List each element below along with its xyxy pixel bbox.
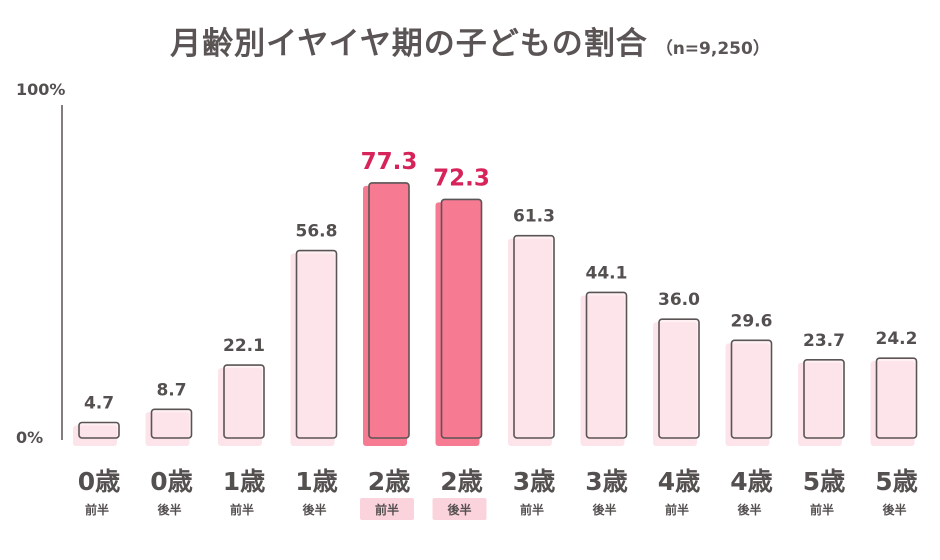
chart-title-text: 月齢別イヤイヤ期の子どもの割合 — [170, 26, 648, 62]
age-label-4: 2歳 — [368, 467, 410, 496]
age-label-8: 4歳 — [658, 467, 700, 496]
value-label-4: 77.3 — [361, 149, 418, 175]
bar-8 — [658, 318, 700, 439]
value-label-5: 72.3 — [433, 165, 490, 191]
value-label-6: 61.3 — [513, 207, 555, 227]
value-label-0: 4.7 — [84, 393, 114, 413]
value-label-8: 36.0 — [658, 290, 700, 310]
y-tick-label-bottom: 0% — [16, 428, 43, 447]
half-label-2: 前半 — [230, 502, 254, 517]
age-label-9: 4歳 — [730, 467, 772, 496]
age-label-0: 0歳 — [78, 467, 120, 496]
age-label-6: 3歳 — [513, 467, 555, 496]
half-label-5: 後半 — [447, 502, 471, 517]
half-label-8: 前半 — [665, 502, 689, 517]
bar-0 — [78, 421, 120, 439]
sample-size-label: （n=9,250） — [655, 39, 770, 59]
bar-11 — [875, 357, 918, 439]
age-label-2: 1歳 — [223, 467, 265, 496]
bar-9 — [730, 339, 773, 439]
bar-1 — [150, 408, 193, 439]
y-tick-label-top: 100% — [16, 80, 65, 99]
half-label-10: 前半 — [810, 502, 834, 517]
value-label-3: 56.8 — [296, 222, 338, 242]
value-label-1: 8.7 — [156, 380, 186, 400]
half-tag-bg-4 — [360, 498, 414, 520]
half-label-11: 後半 — [882, 502, 906, 517]
value-label-7: 44.1 — [586, 263, 628, 283]
value-label-11: 24.2 — [876, 329, 918, 349]
age-label-10: 5歳 — [803, 467, 845, 496]
half-label-6: 前半 — [520, 502, 544, 517]
bar-3 — [295, 249, 338, 439]
bar-5 — [440, 198, 483, 439]
age-label-3: 1歳 — [295, 467, 337, 496]
half-label-9: 後半 — [737, 502, 761, 517]
value-label-2: 22.1 — [223, 336, 265, 356]
bar-7 — [585, 291, 628, 439]
bar-6 — [513, 234, 555, 439]
age-label-11: 5歳 — [875, 467, 917, 496]
age-label-5: 2歳 — [440, 467, 482, 496]
half-label-7: 後半 — [592, 502, 616, 517]
bar-4 — [368, 182, 410, 439]
half-tag-bg-5 — [432, 498, 487, 520]
half-label-3: 後半 — [302, 502, 326, 517]
age-label-1: 0歳 — [150, 467, 192, 496]
value-label-9: 29.6 — [731, 311, 773, 331]
half-label-4: 前半 — [375, 502, 399, 517]
bar-10 — [803, 358, 845, 439]
chart-title: 月齢別イヤイヤ期の子どもの割合 （n=9,250） — [0, 18, 940, 63]
bar-2 — [223, 364, 265, 439]
age-label-7: 3歳 — [585, 467, 627, 496]
half-label-0: 前半 — [85, 502, 109, 517]
value-label-10: 23.7 — [803, 331, 845, 351]
half-label-1: 後半 — [157, 502, 181, 517]
